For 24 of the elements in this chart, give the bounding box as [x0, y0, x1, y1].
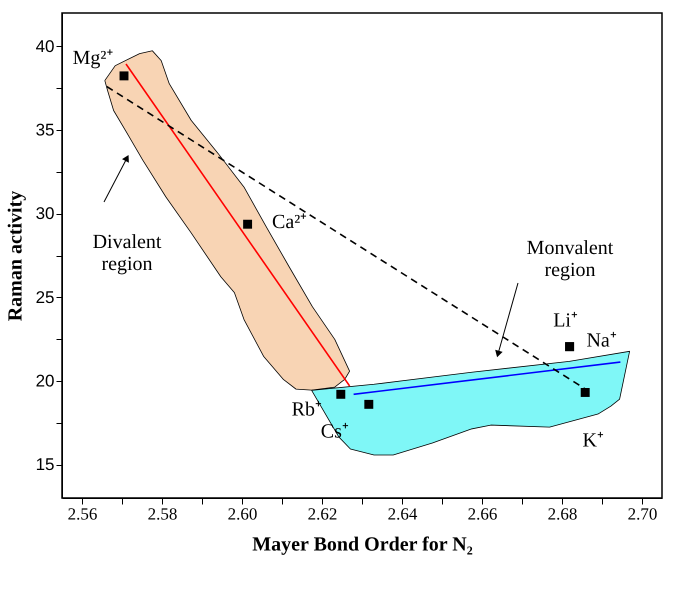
x-tick-label: 2.64 — [388, 504, 418, 524]
x-tick-label: 2.66 — [468, 504, 498, 524]
x-tick-label: 2.70 — [628, 504, 658, 524]
y-axis-title: Raman activity — [4, 190, 27, 322]
y-tick-label: 25 — [36, 288, 54, 307]
y-tick-label: 30 — [36, 204, 54, 224]
annotation: Divalent region — [92, 231, 162, 275]
y-tick-label: 20 — [36, 371, 54, 390]
data-label: Na⁺ — [586, 330, 617, 352]
data-label: Mg²⁺ — [72, 46, 114, 69]
data-label: Ca²⁺ — [272, 211, 308, 234]
x-tick-label: 2.68 — [548, 504, 578, 524]
x-tick-label: 2.62 — [308, 504, 338, 524]
x-tick-label: 2.56 — [68, 504, 98, 524]
annotation: Monvalent region — [526, 237, 614, 281]
y-tick-label: 15 — [36, 455, 54, 474]
data-label: Li⁺ — [553, 310, 578, 332]
x-axis-title: Mayer Bond Order for N₂ — [252, 534, 473, 556]
x-tick-label: 2.60 — [228, 504, 258, 524]
data-label: Rb⁺ — [292, 398, 322, 420]
x-tick-label: 2.58 — [148, 504, 178, 524]
data-label: K⁺ — [582, 429, 604, 452]
y-tick-label: 40 — [36, 36, 54, 56]
y-tick-label: 35 — [36, 120, 54, 140]
